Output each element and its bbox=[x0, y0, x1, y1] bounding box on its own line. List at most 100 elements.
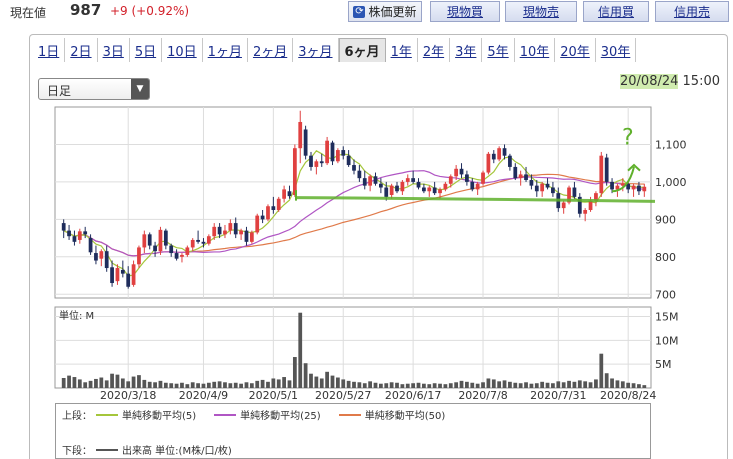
tab-period-4[interactable]: 10日 bbox=[162, 38, 203, 62]
annotation-support-line bbox=[295, 196, 656, 203]
candle-body bbox=[502, 148, 507, 156]
candle-body bbox=[292, 148, 297, 196]
volume-bar bbox=[83, 382, 88, 388]
candle-body bbox=[384, 187, 389, 197]
tab-period-12[interactable]: 5年 bbox=[482, 38, 515, 62]
candle-body bbox=[588, 200, 593, 210]
tab-period-3[interactable]: 5日 bbox=[130, 38, 163, 62]
tab-period-2[interactable]: 3日 bbox=[98, 38, 130, 62]
spot-buy-button[interactable]: 現物買 bbox=[430, 1, 500, 22]
volume-bar bbox=[196, 383, 200, 388]
volume-bar bbox=[298, 312, 303, 388]
candle-body bbox=[72, 236, 77, 242]
volume-bar bbox=[373, 382, 378, 388]
volume-bar bbox=[233, 382, 238, 388]
margin-buy-button[interactable]: 信用買 bbox=[583, 1, 649, 22]
volume-bar bbox=[110, 373, 114, 388]
candle-body bbox=[357, 170, 362, 179]
candle-body bbox=[551, 187, 555, 194]
candle-body bbox=[99, 251, 104, 259]
x-tick-label: 2020/5/1 bbox=[249, 389, 298, 402]
volume-bar bbox=[438, 383, 442, 388]
candle-body bbox=[346, 155, 351, 166]
volume-bar bbox=[77, 379, 82, 388]
tab-period-10[interactable]: 2年 bbox=[418, 38, 451, 62]
tab-period-11[interactable]: 3年 bbox=[450, 38, 483, 62]
refresh-price-button[interactable]: ⟳ 株価更新 bbox=[348, 1, 422, 22]
candle-body bbox=[518, 174, 523, 179]
legend-upper-swatch bbox=[338, 413, 361, 416]
volume-bar bbox=[212, 381, 217, 388]
tab-period-0[interactable]: 1日 bbox=[33, 38, 66, 62]
legend-upper-swatch bbox=[96, 413, 118, 416]
tab-period-6[interactable]: 2ヶ月 bbox=[248, 38, 294, 62]
volume-bar bbox=[454, 382, 459, 388]
volume-bar bbox=[561, 382, 566, 388]
candle-body bbox=[448, 176, 453, 184]
volume-bar bbox=[190, 382, 195, 388]
volume-bar bbox=[158, 380, 163, 388]
candle-body bbox=[481, 172, 485, 184]
y-tick-label: 1,100 bbox=[655, 138, 687, 151]
volume-bar bbox=[422, 383, 426, 388]
tab-period-14[interactable]: 20年 bbox=[555, 38, 596, 62]
volume-bar bbox=[448, 383, 453, 388]
candle-body bbox=[524, 174, 528, 181]
candle-body bbox=[115, 268, 120, 282]
volume-bar bbox=[502, 380, 507, 388]
annotation-arrow bbox=[611, 166, 635, 193]
candle-body bbox=[271, 206, 276, 210]
candle-body bbox=[249, 232, 254, 242]
tab-period-5[interactable]: 1ヶ月 bbox=[203, 38, 248, 62]
x-tick-label: 2020/5/27 bbox=[315, 389, 371, 402]
legend-lower-text: 出来高 単位:(M株/口/枚) bbox=[122, 446, 232, 457]
x-tick-label: 2020/3/18 bbox=[100, 389, 156, 402]
volume-bar bbox=[346, 380, 351, 388]
volume-bar bbox=[610, 378, 614, 388]
tab-period-15[interactable]: 30年 bbox=[596, 38, 637, 62]
volume-bar bbox=[615, 380, 620, 388]
candle-body bbox=[631, 185, 636, 190]
volume-bar bbox=[545, 382, 550, 388]
bar-type-select[interactable]: 日足 ▼ bbox=[38, 78, 150, 100]
candle-body bbox=[615, 185, 620, 190]
candle-body bbox=[239, 230, 243, 235]
tab-period-9[interactable]: 1年 bbox=[386, 38, 418, 62]
candle-body bbox=[158, 229, 163, 252]
tab-period-7[interactable]: 3ヶ月 bbox=[293, 38, 339, 62]
candle-body bbox=[110, 267, 114, 284]
tab-period-8[interactable]: 6ヶ月 bbox=[338, 38, 386, 62]
candle-body bbox=[77, 231, 82, 240]
candle-body bbox=[88, 238, 93, 253]
candle-body bbox=[459, 168, 464, 175]
chart-time: 15:00 bbox=[682, 74, 720, 89]
spot-sell-button[interactable]: 現物売 bbox=[505, 1, 577, 22]
legend-lower-item: 出来高 単位:(M株/口/枚) bbox=[92, 442, 232, 457]
volume-bar bbox=[411, 383, 416, 388]
volume-bar bbox=[427, 384, 432, 388]
legend-lower-row: 下段： 出来高 単位:(M株/口/枚) bbox=[62, 442, 246, 457]
tab-period-13[interactable]: 10年 bbox=[515, 38, 556, 62]
legend-upper-item: 単純移動平均(5) bbox=[92, 407, 196, 422]
margin-sell-button[interactable]: 信用売 bbox=[655, 1, 729, 22]
volume-bar bbox=[228, 383, 233, 388]
annotation-arrow-head bbox=[627, 163, 641, 172]
volume-bar bbox=[303, 363, 308, 388]
legend-upper-text: 単純移動平均(5) bbox=[122, 411, 197, 422]
candle-body bbox=[561, 202, 566, 209]
volume-bar bbox=[540, 381, 545, 388]
volume-bar bbox=[588, 382, 593, 388]
volume-bar bbox=[357, 382, 362, 388]
refresh-price-label: 株価更新 bbox=[368, 5, 417, 19]
candle-body bbox=[599, 155, 604, 194]
volume-bar bbox=[287, 380, 292, 388]
volume-bar bbox=[319, 378, 324, 388]
tab-period-1[interactable]: 2日 bbox=[65, 38, 98, 62]
candle-body bbox=[196, 239, 200, 242]
candle-body bbox=[373, 176, 378, 184]
volume-bar bbox=[572, 381, 577, 388]
x-tick-label: 2020/4/9 bbox=[179, 389, 228, 402]
volume-bar bbox=[325, 371, 330, 388]
volume-bar bbox=[432, 383, 437, 388]
bar-type-value: 日足 bbox=[47, 84, 72, 98]
